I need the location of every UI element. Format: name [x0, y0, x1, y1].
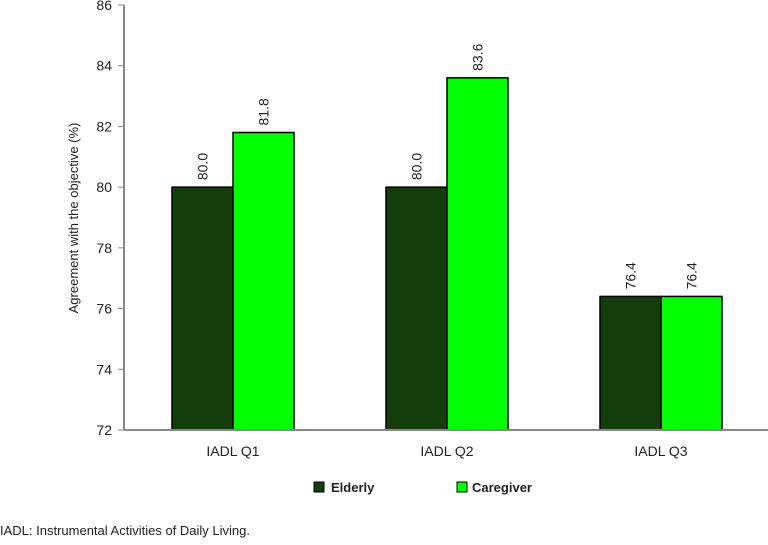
data-label: 83.6 [470, 43, 486, 70]
bar-elderly [385, 186, 448, 431]
data-label: 76.4 [623, 262, 639, 289]
bar-elderly [599, 295, 662, 431]
legend: Elderly Caregiver [313, 480, 532, 495]
y-tick-label: 74 [96, 361, 112, 377]
legend-label-elderly: Elderly [331, 480, 375, 495]
y-tick-label: 78 [96, 240, 112, 256]
y-tick-label: 84 [96, 58, 112, 74]
data-label: 76.4 [684, 262, 700, 289]
bar-caregiver [446, 77, 509, 431]
y-tick-label: 86 [96, 0, 112, 13]
y-tick-label: 72 [96, 422, 112, 438]
bar-caregiver [232, 131, 295, 431]
x-category-label: IADL Q2 [420, 443, 473, 459]
data-label: 81.8 [256, 98, 272, 125]
legend-swatch-elderly [313, 481, 325, 493]
y-axis-label: Agreement with the objective (%) [66, 123, 81, 314]
bar-caregiver [660, 295, 723, 431]
y-tick-label: 80 [96, 179, 112, 195]
y-tick-label: 82 [96, 118, 112, 134]
legend-label-caregiver: Caregiver [472, 480, 532, 495]
x-category-label: IADL Q3 [634, 443, 687, 459]
y-tick-label: 76 [96, 301, 112, 317]
footnote: IADL: Instrumental Activities of Daily L… [0, 523, 250, 538]
legend-swatch-caregiver [456, 481, 468, 493]
data-label: 80.0 [195, 153, 211, 180]
bar-elderly [171, 186, 234, 431]
data-label: 80.0 [409, 153, 425, 180]
x-category-label: IADL Q1 [206, 443, 259, 459]
